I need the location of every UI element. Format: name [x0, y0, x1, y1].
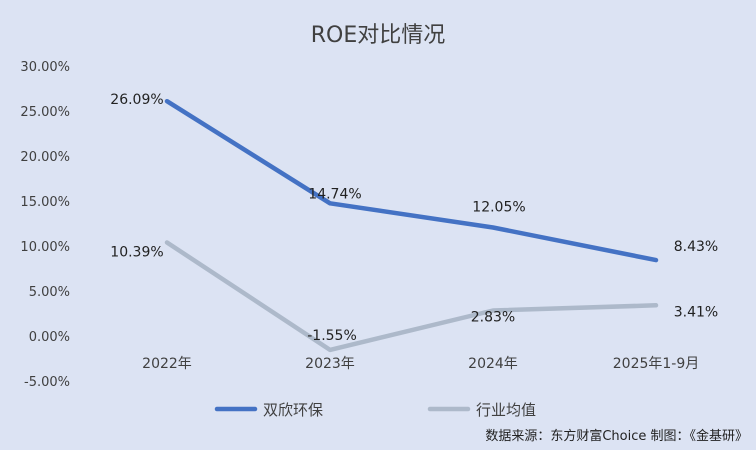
data-labels: 26.09% 14.74% 12.05% 8.43% 10.39% -1.55% 2.83%… — [110, 92, 718, 344]
y-tick-label: 20.00% — [20, 150, 70, 165]
y-tick-label: 25.00% — [20, 105, 70, 120]
y-tick-label: 30.00% — [20, 60, 70, 75]
series-lines — [164, 98, 659, 353]
data-label: 26.09% — [110, 92, 163, 108]
x-axis: 2022年 2023年 2024年 2025年1-9月 — [142, 356, 699, 372]
y-tick-label: -5.00% — [24, 375, 70, 390]
data-label: 8.43% — [674, 239, 718, 255]
data-label: -1.55% — [307, 328, 357, 344]
data-label: 2.83% — [471, 310, 515, 326]
y-tick-label: 15.00% — [20, 195, 70, 210]
y-tick-label: 5.00% — [29, 285, 70, 300]
data-label: 10.39% — [110, 244, 163, 260]
x-tick-label: 2023年 — [305, 356, 355, 372]
data-label: 14.74% — [308, 186, 361, 202]
series-line — [164, 240, 659, 353]
x-tick-label: 2022年 — [142, 356, 192, 372]
y-tick-label: 10.00% — [20, 240, 70, 255]
y-tick-label: 0.00% — [29, 330, 70, 345]
x-tick-label: 2025年1-9月 — [613, 356, 700, 372]
series-line — [164, 98, 659, 263]
legend: 双欣环保 行业均值 — [214, 401, 536, 419]
x-tick-label: 2024年 — [468, 356, 518, 372]
chart-title: ROE对比情况 — [311, 23, 446, 48]
y-axis: 30.00% 25.00% 20.00% 15.00% 10.00% 5.00% 0.00%… — [20, 60, 70, 390]
source-note: 数据来源：东方财富Choice 制图：《金基研》 — [485, 429, 748, 444]
legend-label: 双欣环保 — [263, 401, 323, 419]
data-label: 3.41% — [674, 304, 718, 320]
data-label: 12.05% — [472, 200, 525, 216]
legend-label: 行业均值 — [476, 401, 536, 419]
